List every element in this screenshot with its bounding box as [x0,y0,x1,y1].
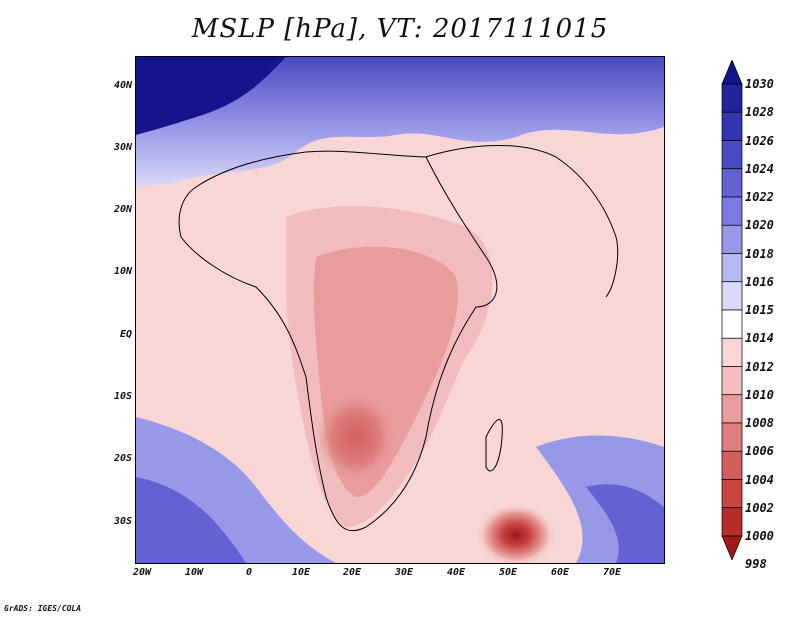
colorbar [721,60,743,560]
colorbar-swatch [721,168,743,198]
colorbar-swatch [721,253,743,283]
lat-label-30n: 30N [113,142,132,153]
lon-label-20e: 20E [343,567,362,578]
colorbar-label: 1015 [745,303,774,317]
colorbar-swatch [721,507,743,537]
cyclone-low-center [476,503,556,563]
colorbar-bottom-arrow [721,535,743,560]
lat-label-eq: EQ [119,329,132,340]
lat-label-20s: 20S [113,453,132,464]
colorbar-label: 1026 [745,133,774,148]
lon-label-40e: 40E [447,567,466,578]
map-canvas [136,57,664,563]
colorbar-swatch [721,394,743,424]
colorbar-top-arrow [721,60,743,85]
colorbar-label: 1018 [745,246,774,261]
lat-label-10s: 10S [113,391,132,402]
colorbar-label: 1002 [745,500,774,515]
map-title: MSLP [hPa], VT: 2017111015 [191,14,609,44]
colorbar-swatch [721,224,743,254]
lon-label-30e: 30E [395,567,414,578]
colorbar-swatch [721,366,743,396]
lon-label-10e: 10E [292,567,311,578]
colorbar-label: 1010 [745,387,774,402]
colorbar-label: 1006 [745,444,774,459]
lon-label-60e: 60E [551,567,570,578]
southwest-high-core [136,477,246,563]
lat-label-10n: 10N [113,266,132,277]
colorbar-label: 1016 [745,274,774,289]
colorbar-swatch [721,196,743,226]
colorbar-swatch [721,450,743,480]
lon-label-50e: 50E [499,567,518,578]
lat-label-20n: 20N [113,204,132,215]
colorbar-label: 1000 [745,529,774,543]
southern-africa-low [316,392,396,482]
lon-label-70e: 70E [603,567,622,578]
colorbar-label: 1028 [745,105,774,120]
northern-high-band [136,57,664,187]
pressure-map [135,56,665,564]
colorbar-label: 1024 [745,161,774,176]
grads-credit: GrADS: IGES/COLA [4,604,82,613]
lat-label-40n: 40N [113,80,132,91]
lon-label-10w: 10W [185,567,204,578]
colorbar-swatch [721,309,743,339]
colorbar-swatch [721,140,743,170]
lon-label-20w: 20W [133,567,152,578]
colorbar-swatch [721,337,743,367]
colorbar-swatch [721,111,743,141]
colorbar-swatch [721,479,743,509]
colorbar-label: 1012 [745,359,774,374]
colorbar-swatch [721,281,743,311]
southeast-high-core [586,484,664,563]
colorbar-label: 1020 [745,218,774,233]
colorbar-label: 1022 [745,190,774,204]
lon-label-0: 0 [246,567,253,578]
colorbar-swatches [721,60,743,560]
colorbar-label: 1030 [745,77,774,91]
colorbar-label: 1004 [745,472,774,487]
africa-coastline [178,150,498,532]
colorbar-swatch [721,422,743,452]
arabia-india-coastline [425,144,619,298]
colorbar-label: 1008 [745,416,774,430]
colorbar-swatch [721,83,743,113]
colorbar-label: 1014 [745,331,774,346]
colorbar-label: 998 [745,557,767,572]
high-core-northwest [136,57,286,135]
lat-label-30s: 30S [113,516,132,527]
madagascar-outline [485,419,503,472]
